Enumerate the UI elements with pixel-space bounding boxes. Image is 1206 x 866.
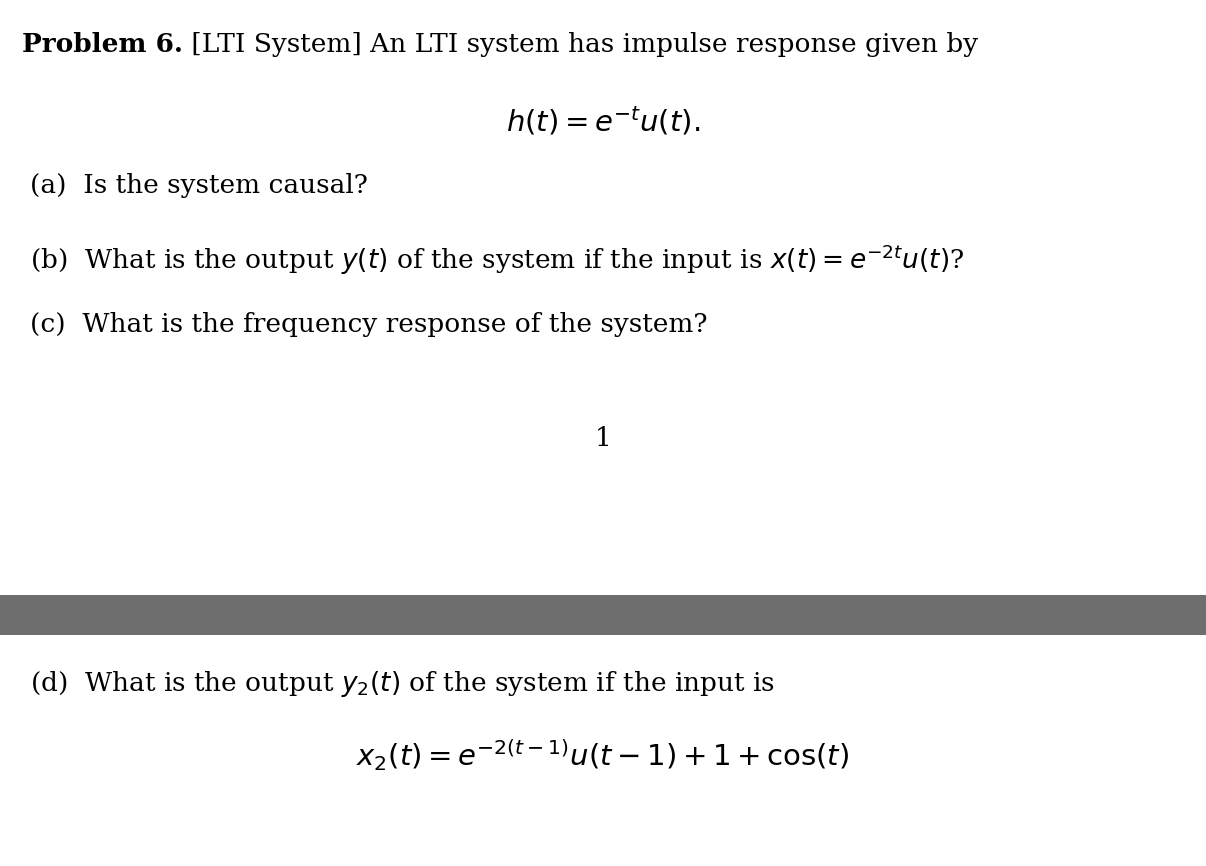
Text: 1: 1 bbox=[595, 426, 611, 451]
Text: (d)  What is the output $y_2(t)$ of the system if the input is: (d) What is the output $y_2(t)$ of the s… bbox=[30, 669, 775, 699]
Text: (b)  What is the output $y(t)$ of the system if the input is $x(t) = e^{-2t}u(t): (b) What is the output $y(t)$ of the sys… bbox=[30, 242, 965, 277]
Text: (a)  Is the system causal?: (a) Is the system causal? bbox=[30, 173, 368, 198]
Bar bbox=[0, 595, 1206, 635]
Text: $h(t) = e^{-t}u(t).$: $h(t) = e^{-t}u(t).$ bbox=[505, 106, 701, 138]
Text: $x_2(t) = e^{-2(t-1)}u(t-1) + 1 + \cos(t)$: $x_2(t) = e^{-2(t-1)}u(t-1) + 1 + \cos(t… bbox=[357, 738, 849, 773]
Text: [LTI System] An LTI system has impulse response given by: [LTI System] An LTI system has impulse r… bbox=[182, 32, 978, 57]
Text: (c)  What is the frequency response of the system?: (c) What is the frequency response of th… bbox=[30, 312, 708, 337]
Text: Problem 6.: Problem 6. bbox=[22, 32, 182, 57]
